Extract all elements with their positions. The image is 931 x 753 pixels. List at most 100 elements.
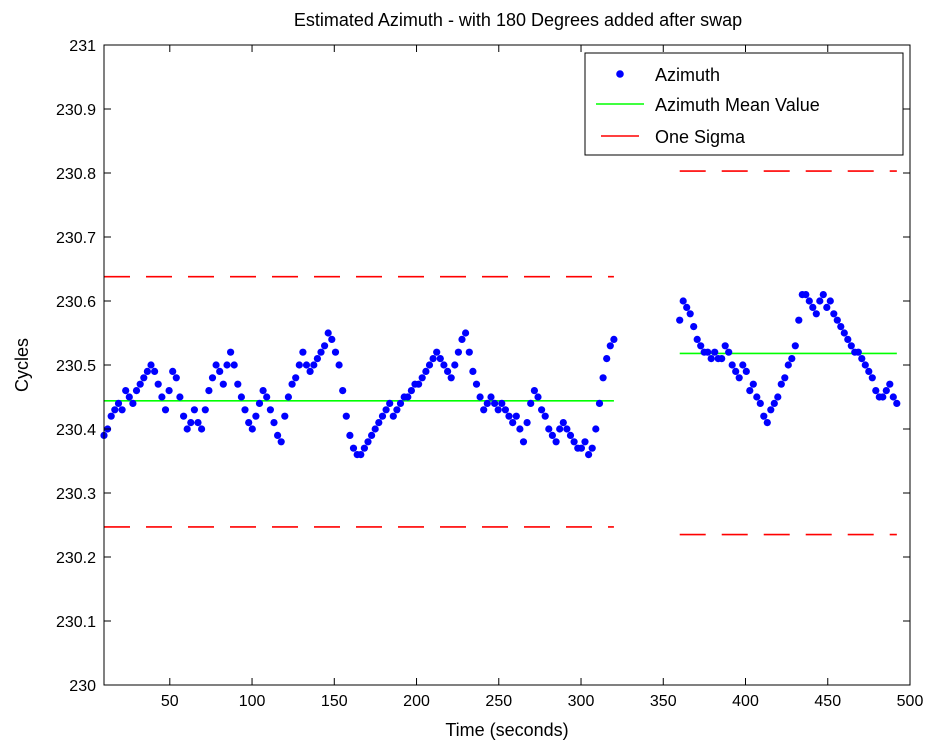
azimuth-point: [610, 335, 618, 343]
azimuth-point: [886, 380, 894, 388]
azimuth-point: [753, 393, 761, 401]
azimuth-point: [339, 387, 347, 395]
azimuth-point: [868, 374, 876, 382]
azimuth-point: [132, 387, 141, 395]
azimuth-point: [879, 393, 887, 401]
azimuth-point: [140, 374, 148, 382]
azimuth-point: [469, 367, 477, 375]
azimuth-point: [321, 342, 329, 350]
azimuth-point: [509, 419, 517, 427]
y-tick-label: 230.6: [56, 294, 96, 311]
azimuth-point: [552, 438, 560, 446]
azimuth-point: [190, 406, 198, 414]
azimuth-point: [711, 348, 719, 356]
azimuth-point: [556, 425, 564, 433]
azimuth-point: [328, 335, 336, 343]
azimuth-point: [767, 406, 775, 414]
azimuth-point: [541, 412, 549, 420]
azimuth-point: [872, 387, 880, 395]
chart-title: Estimated Azimuth - with 180 Degrees add…: [294, 10, 742, 30]
azimuth-point: [728, 361, 736, 369]
azimuth-point: [444, 367, 452, 375]
azimuth-point: [310, 361, 318, 369]
azimuth-point: [519, 438, 528, 446]
azimuth-point: [169, 367, 177, 375]
azimuth-point: [512, 412, 520, 420]
x-tick-label: 250: [485, 693, 512, 710]
azimuth-point: [501, 406, 509, 414]
azimuth-point: [599, 374, 607, 382]
y-tick-label: 230.3: [56, 486, 96, 503]
azimuth-point: [830, 310, 838, 318]
azimuth-point: [375, 419, 383, 427]
azimuth-point: [114, 399, 123, 407]
azimuth-point: [299, 348, 307, 356]
x-tick-label: 50: [161, 693, 179, 710]
azimuth-point: [346, 431, 354, 439]
azimuth-point: [342, 412, 350, 420]
y-tick-label: 230.8: [56, 166, 96, 183]
azimuth-point: [454, 348, 462, 356]
azimuth-point: [865, 367, 873, 375]
azimuth-point: [368, 431, 376, 439]
azimuth-point: [788, 355, 796, 363]
azimuth-point: [679, 297, 687, 305]
azimuth-point: [223, 361, 231, 369]
azimuth-point: [151, 367, 159, 375]
azimuth-point: [476, 393, 484, 401]
azimuth-point: [194, 419, 202, 427]
azimuth-point: [530, 387, 539, 395]
azimuth-point: [248, 425, 256, 433]
legend-label-mean: Azimuth Mean Value: [655, 95, 820, 115]
azimuth-point: [349, 444, 358, 452]
y-tick-label: 230: [69, 678, 96, 695]
azimuth-point: [396, 399, 405, 407]
azimuth-point: [756, 399, 764, 407]
azimuth-point: [129, 399, 137, 407]
x-tick-label: 500: [897, 693, 924, 710]
azimuth-point: [742, 367, 750, 375]
azimuth-point: [809, 303, 817, 311]
azimuth-point: [292, 374, 300, 382]
azimuth-point: [770, 399, 778, 407]
azimuth-point: [570, 438, 578, 446]
azimuth-point: [847, 342, 855, 350]
legend-label-sigma: One Sigma: [655, 127, 746, 147]
azimuth-point: [440, 361, 448, 369]
y-tick-label: 231: [69, 38, 96, 55]
azimuth-point: [360, 444, 368, 452]
azimuth-point: [161, 406, 170, 414]
azimuth-point: [676, 316, 684, 324]
legend-azimuth-marker: [616, 70, 624, 78]
azimuth-point: [545, 425, 553, 433]
azimuth-point: [844, 335, 852, 343]
azimuth-point: [281, 412, 289, 420]
azimuth-point: [107, 412, 115, 420]
azimuth-point: [154, 380, 162, 388]
azimuth-point: [585, 451, 593, 459]
azimuth-point: [357, 451, 365, 459]
azimuth-point: [802, 291, 810, 299]
azimuth-point: [219, 380, 227, 388]
azimuth-point: [494, 406, 502, 414]
azimuth-point: [306, 367, 314, 375]
azimuth-point: [415, 380, 423, 388]
azimuth-point: [429, 355, 437, 363]
azimuth-point: [697, 342, 705, 350]
azimuth-point: [324, 329, 332, 337]
azimuth-point: [805, 297, 813, 305]
azimuth-point: [270, 419, 278, 427]
azimuth-point: [147, 361, 155, 369]
azimuth-point: [491, 399, 499, 407]
azimuth-point: [704, 348, 712, 356]
azimuth-point: [472, 380, 481, 388]
azimuth-point: [833, 316, 841, 324]
azimuth-point: [462, 329, 470, 337]
azimuth-point: [118, 406, 126, 414]
azimuth-point: [595, 399, 604, 407]
azimuth-point: [777, 380, 785, 388]
azimuth-point: [386, 399, 394, 407]
azimuth-point: [422, 367, 430, 375]
azimuth-point: [241, 406, 249, 414]
